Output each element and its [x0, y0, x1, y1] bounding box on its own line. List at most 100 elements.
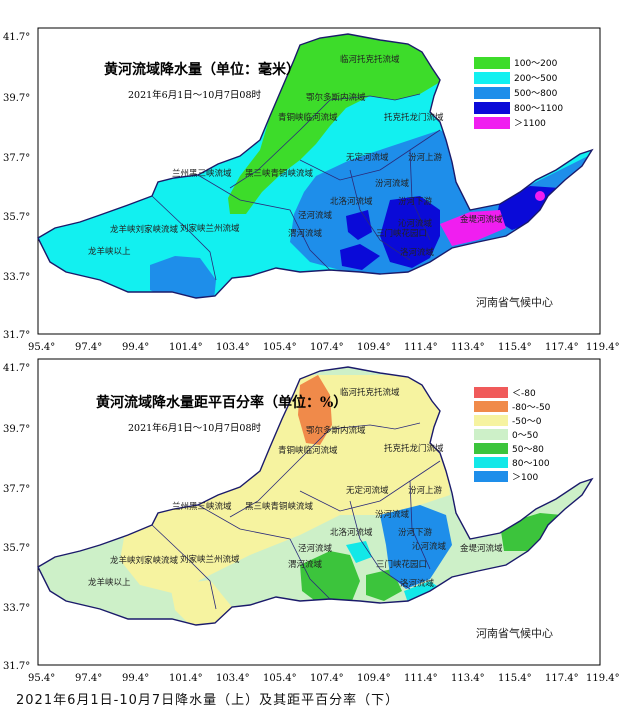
legend-label: 80～100 — [512, 459, 550, 469]
region-label: 青铜峡临河流域 — [278, 445, 338, 456]
anomaly-map-svg: 临河托克托流域 鄂尔多斯内流域 青铜峡临河流域 托克托龙门流域 兰州黑三峡流域 … — [3, 358, 620, 684]
region-label: 青铜峡临河流域 — [278, 112, 338, 123]
zone-800-1100-c — [340, 244, 380, 270]
y-tick-label: 37.7° — [3, 153, 30, 164]
zone-over-1100 — [440, 210, 506, 246]
anomaly-map: 临河托克托流域 鄂尔多斯内流域 青铜峡临河流域 托克托龙门流域 兰州黑三峡流域 … — [0, 355, 624, 685]
x-tick-label: 109.4° — [357, 673, 391, 684]
region-label: 北洛河流域 — [330, 196, 373, 207]
legend-label: ＜-80 — [512, 389, 536, 399]
x-tick-label: 105.4° — [263, 342, 297, 353]
region-label: 洛河流域 — [400, 247, 435, 258]
region-label: 渭河流域 — [288, 228, 323, 239]
region-labels: 临河托克托流域 鄂尔多斯内流域 青铜峡临河流域 托克托龙门流域 兰州黑三峡流域 … — [88, 54, 503, 258]
region-label: 刘家峡兰州流域 — [180, 554, 240, 565]
legend-label: 50～80 — [512, 445, 544, 455]
region-label: 金堤河流域 — [460, 543, 503, 554]
legend-swatch — [474, 87, 510, 99]
legend-swatch — [474, 443, 508, 454]
zone-50-80 — [300, 551, 360, 603]
legend-swatch — [474, 117, 510, 129]
region-label: 金堤河流域 — [460, 214, 503, 225]
region-label: 临河托克托流域 — [340, 387, 400, 398]
map-date-range: 2021年6月1日～10月7日08时 — [128, 89, 261, 101]
region-label: 鄂尔多斯内流域 — [306, 425, 366, 436]
x-tick-label: 111.4° — [404, 342, 438, 353]
zone-80-100-b — [346, 541, 372, 563]
region-label: 沁河流域 — [412, 541, 447, 552]
sub-basin-boundaries — [151, 93, 441, 281]
x-tick-label: 113.4° — [451, 342, 485, 353]
y-tick-label: 33.7° — [3, 603, 30, 614]
region-label: 黑三峡青铜峡流域 — [245, 501, 314, 512]
y-tick-label: 41.7° — [3, 363, 30, 374]
x-tick-label: 101.4° — [169, 342, 203, 353]
region-label: 鄂尔多斯内流域 — [306, 92, 366, 103]
legend-label: 0～50 — [512, 431, 538, 441]
y-tick-label: 31.7° — [3, 330, 30, 341]
x-tick-label: 117.4° — [545, 673, 579, 684]
precipitation-map: 临河托克托流域 鄂尔多斯内流域 青铜峡临河流域 托克托龙门流域 兰州黑三峡流域 … — [0, 0, 624, 355]
region-label: 龙羊峡刘家峡流域 — [110, 555, 179, 566]
x-tick-label: 97.4° — [75, 342, 102, 353]
region-label: 汾河下游 — [398, 196, 433, 207]
sub-basin-boundaries — [151, 422, 441, 610]
x-axis-ticks: 95.4° 97.4° 99.4° 101.4° 103.4° 105.4° 1… — [28, 342, 620, 353]
region-label: 龙羊峡刘家峡流域 — [110, 224, 179, 235]
legend-label: ＞1100 — [514, 119, 546, 129]
y-tick-label: 35.7° — [3, 212, 30, 223]
x-tick-label: 105.4° — [263, 673, 297, 684]
region-label: 兰州黑三峡流域 — [172, 501, 232, 512]
legend-label: -50～0 — [512, 417, 542, 427]
zone-800-1100-b — [346, 210, 372, 240]
region-label: 托克托龙门流域 — [384, 443, 444, 454]
y-tick-label: 31.7° — [3, 661, 30, 672]
region-label: 临河托克托流域 — [340, 54, 400, 65]
x-tick-label: 115.4° — [498, 673, 532, 684]
region-label: 渭河流域 — [288, 559, 323, 570]
x-tick-label: 99.4° — [122, 673, 149, 684]
region-label: 沁河流域 — [398, 218, 433, 229]
legend-swatch — [474, 102, 510, 114]
map-credit: 河南省气候中心 — [476, 295, 553, 309]
x-tick-label: 107.4° — [310, 342, 344, 353]
region-label: 无定河流域 — [346, 485, 389, 496]
legend-swatch — [474, 57, 510, 69]
legend-label: -80～-50 — [512, 403, 551, 413]
legend-swatch — [474, 401, 508, 412]
legend-swatch — [474, 429, 508, 440]
region-label: 北洛河流域 — [330, 527, 373, 538]
legend-swatch — [474, 72, 510, 84]
zone-minus80-minus50 — [298, 375, 332, 445]
x-axis-ticks: 95.4° 97.4° 99.4° 101.4° 103.4° 105.4° 1… — [28, 673, 620, 684]
region-label: 汾河上游 — [408, 152, 443, 163]
legend-swatch — [474, 387, 508, 398]
region-label: 汾河流域 — [375, 178, 410, 189]
zone-minus50-0-south — [170, 580, 232, 625]
region-label: 洛河流域 — [400, 578, 435, 589]
region-label: 三门峡花园口 — [376, 559, 427, 570]
region-label: 无定河流域 — [346, 152, 389, 163]
legend-label: 100～200 — [514, 59, 558, 69]
region-label: 泾河流域 — [298, 210, 333, 221]
zone-500-800-west — [150, 256, 216, 298]
x-tick-label: 111.4° — [404, 673, 438, 684]
y-tick-label: 33.7° — [3, 272, 30, 283]
figure-caption: 2021年6月1日-10月7日降水量（上）及其距平百分率（下） — [16, 693, 400, 708]
x-tick-label: 119.4° — [586, 673, 620, 684]
region-label: 龙羊峡以上 — [88, 577, 131, 588]
region-label: 泾河流域 — [298, 543, 333, 554]
region-label: 汾河流域 — [375, 509, 410, 520]
region-label: 刘家峡兰州流域 — [180, 223, 240, 234]
map-title: 黄河流域降水量距平百分率（单位：%） — [96, 394, 347, 411]
y-tick-label: 35.7° — [3, 543, 30, 554]
x-tick-label: 95.4° — [28, 342, 55, 353]
region-label: 黑三峡青铜峡流域 — [245, 168, 314, 179]
map-credit: 河南省气候中心 — [476, 626, 553, 640]
y-tick-label: 39.7° — [3, 93, 30, 104]
x-tick-label: 117.4° — [545, 342, 579, 353]
x-tick-label: 103.4° — [216, 342, 250, 353]
legend-label: 200～500 — [514, 74, 558, 84]
y-axis-ticks: 41.7° 39.7° 37.7° 35.7° 33.7° 31.7° — [3, 32, 30, 341]
y-axis-ticks: 41.7° 39.7° 37.7° 35.7° 33.7° 31.7° — [3, 363, 30, 672]
